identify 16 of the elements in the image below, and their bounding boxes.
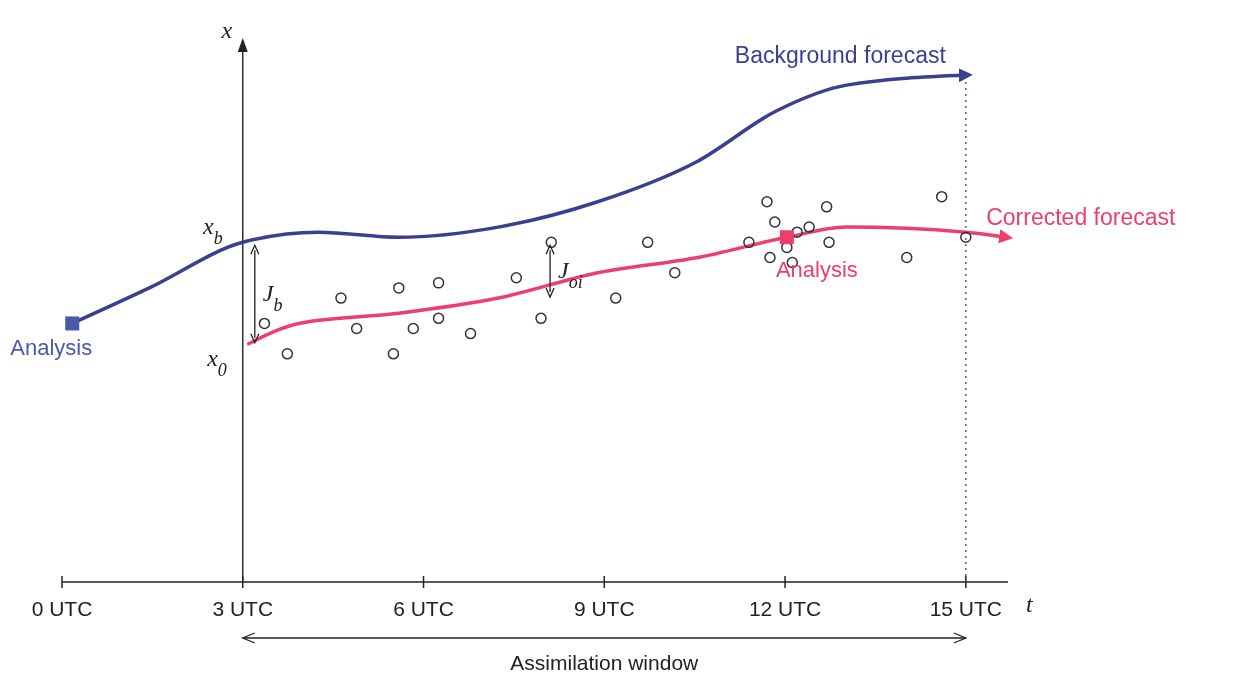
text: Assimilation window <box>510 651 700 674</box>
annotation: x$_{b}$ <box>202 213 223 249</box>
y-axis-title: x <box>220 17 233 43</box>
annotation: J$_{b}$ <box>262 280 283 316</box>
annotation: Analysis <box>10 335 93 361</box>
annotation: x$_{0}$ <box>206 344 227 380</box>
x-tick-label: 12 UTC <box>748 597 822 620</box>
annotation: Analysis <box>775 257 858 283</box>
x-tick-label: 9 UTC <box>573 597 635 620</box>
x-axis-title: t <box>1026 591 1034 617</box>
x-tick-label: 6 UTC <box>393 597 454 620</box>
x-tick-label: 15 UTC <box>929 597 1002 620</box>
series-label: Background forecast <box>734 42 947 68</box>
x-tick-label: 3 UTC <box>212 597 274 620</box>
x-tick-label: 0 UTC <box>31 597 93 620</box>
series-label: Corrected forecast <box>986 204 1176 231</box>
